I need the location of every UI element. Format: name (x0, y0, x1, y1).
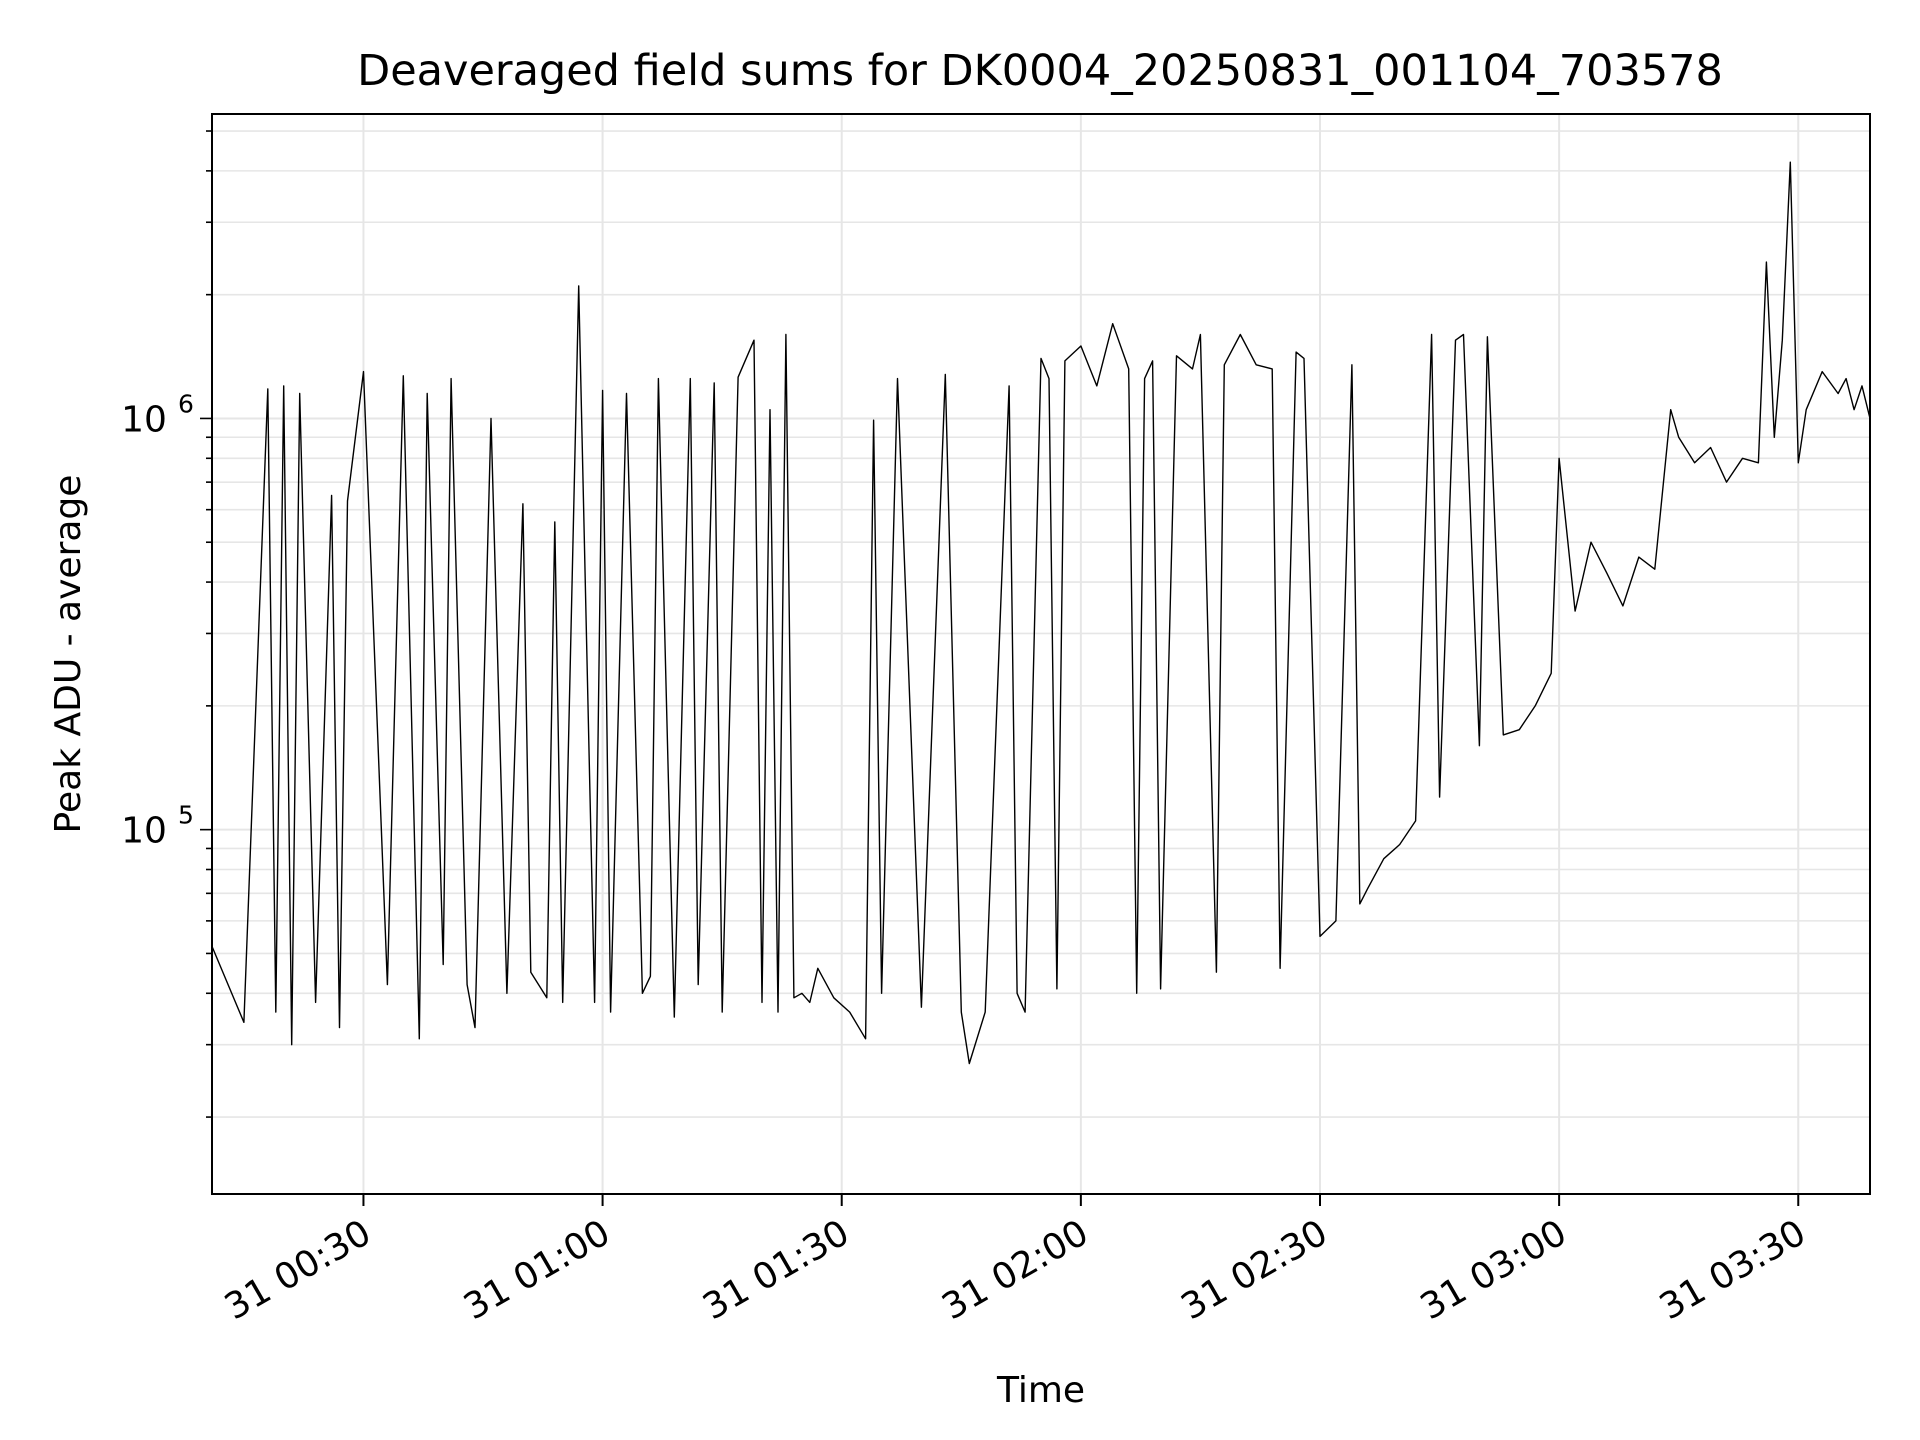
y-tick-label: 10 (121, 811, 167, 852)
series-line (211, 161, 1871, 1065)
x-tick-label: 31 01:00 (457, 1212, 617, 1328)
x-tick-label: 31 00:30 (218, 1212, 378, 1328)
x-axis-label: Time (996, 1370, 1085, 1411)
grid (212, 114, 1870, 1194)
plot-frame (211, 113, 1871, 1195)
y-axis-label: Peak ADU - average (48, 475, 89, 834)
x-tick-label: 31 03:30 (1653, 1212, 1813, 1328)
x-tick-label: 31 03:00 (1414, 1212, 1574, 1328)
y-tick-exponent: 5 (178, 801, 194, 830)
x-axis: 31 00:30 31 01:00 31 01:30 31 02:00 31 02:30… (218, 1194, 1813, 1328)
x-tick-label: 31 02:00 (935, 1212, 1095, 1328)
x-tick-label: 31 01:30 (696, 1212, 856, 1328)
y-tick-exponent: 6 (178, 389, 194, 418)
chart-title: Deaveraged field sums for DK0004_2025083… (357, 46, 1723, 96)
y-tick-label: 10 (121, 399, 167, 440)
y-axis: 10 5 10 6 (121, 130, 212, 1118)
x-tick-label: 31 02:30 (1175, 1212, 1335, 1328)
